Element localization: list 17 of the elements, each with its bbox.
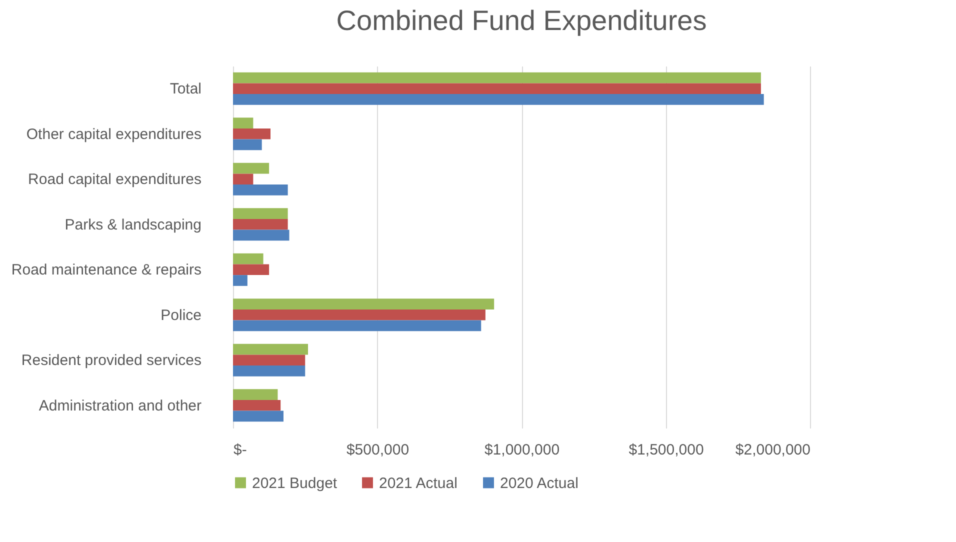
legend-label: 2021 Actual — [379, 474, 458, 492]
x-tick-label: $- — [234, 442, 247, 458]
y-tick-label: Road capital expenditures — [28, 171, 202, 188]
x-tick-label: $2,000,000 — [735, 442, 810, 458]
y-tick-label: Parks & landscaping — [64, 216, 202, 234]
chart-title: Combined Fund Expenditures — [336, 5, 707, 36]
y-tick-label: Total — [170, 80, 202, 98]
y-tick-label: Police — [160, 306, 202, 324]
x-tick-label: $1,000,000 — [484, 442, 560, 458]
x-tick-label: $1,500,000 — [628, 442, 704, 458]
y-tick-label: Other capital expenditures — [26, 126, 202, 143]
y-tick-label: Road maintenance & repairs — [11, 262, 202, 279]
legend-label: 2020 Actual — [500, 474, 578, 492]
x-tick-label: $500,000 — [346, 442, 410, 458]
y-tick-label: Resident provided services — [21, 352, 202, 370]
y-tick-label: Administration and other — [38, 397, 202, 414]
legend-label: 2021 Budget — [252, 474, 338, 492]
